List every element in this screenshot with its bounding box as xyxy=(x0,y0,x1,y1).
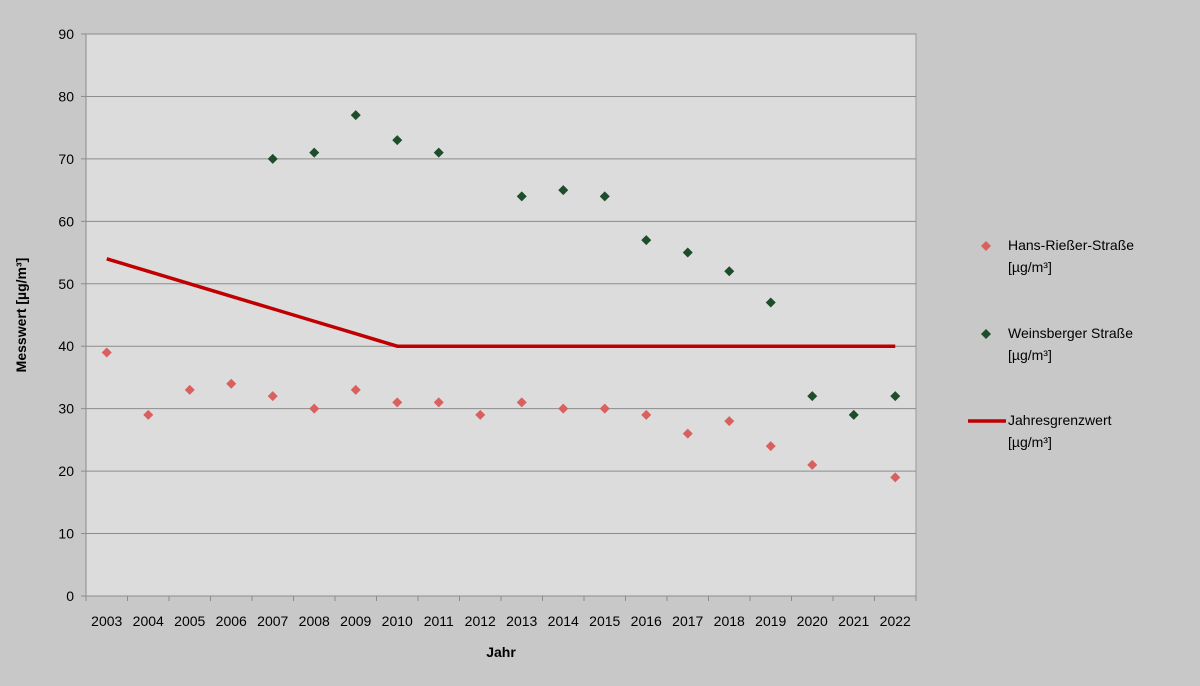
data-point xyxy=(807,459,818,470)
data-point xyxy=(143,409,154,420)
y-tick-label: 20 xyxy=(58,463,74,479)
legend: Hans-Rießer-Straße[µg/m³]Weinsberger Str… xyxy=(968,237,1134,450)
series-line xyxy=(106,257,896,348)
x-axis-title: Jahr xyxy=(486,644,516,660)
data-point xyxy=(724,266,735,277)
data-point xyxy=(475,409,486,420)
data-point xyxy=(433,397,444,408)
x-tick-label: 2015 xyxy=(589,613,620,629)
y-tick-label: 10 xyxy=(58,526,74,542)
data-point xyxy=(309,147,320,158)
data-point xyxy=(558,185,569,196)
x-tick-label: 2014 xyxy=(548,613,579,629)
data-point xyxy=(890,472,901,483)
x-tick-label: 2018 xyxy=(714,613,745,629)
data-point xyxy=(641,235,652,246)
series-jahresgrenzwert xyxy=(106,257,896,348)
x-tick-label: 2017 xyxy=(672,613,703,629)
data-point xyxy=(682,428,693,439)
x-tick-label: 2013 xyxy=(506,613,537,629)
legend-item: Jahresgrenzwert [µg/m³] xyxy=(968,412,1112,450)
data-point xyxy=(807,391,818,402)
legend-label: Hans-Rießer-Straße xyxy=(1008,237,1134,253)
y-tick-label: 60 xyxy=(58,213,74,229)
x-tick-label: 2003 xyxy=(91,613,122,629)
plot-area xyxy=(85,33,917,597)
data-point xyxy=(226,378,237,389)
legend-unit: [µg/m³] xyxy=(1008,259,1052,275)
legend-marker-swatch xyxy=(981,329,991,339)
legend-item: Hans-Rießer-Straße [µg/m³] xyxy=(981,237,1134,275)
data-point xyxy=(101,347,112,358)
data-point xyxy=(392,135,403,146)
series-weinsberger-strasse xyxy=(267,110,901,420)
data-point xyxy=(392,397,403,408)
data-point xyxy=(516,397,527,408)
data-point xyxy=(350,384,361,395)
legend-marker-swatch xyxy=(981,241,991,251)
y-tick-label: 80 xyxy=(58,88,74,104)
data-point xyxy=(641,409,652,420)
x-tick-label: 2016 xyxy=(631,613,662,629)
y-tick-label: 50 xyxy=(58,276,74,292)
data-point xyxy=(267,153,278,164)
legend-label: Jahresgrenzwert xyxy=(1008,412,1112,428)
x-tick-label: 2019 xyxy=(755,613,786,629)
data-point xyxy=(599,403,610,414)
data-point xyxy=(682,247,693,258)
data-point xyxy=(765,441,776,452)
data-point xyxy=(433,147,444,158)
x-axis: 2003 2004 2005 2006 2007 2008 2009 2010 2011 2012… xyxy=(85,595,917,629)
gridlines xyxy=(86,33,916,535)
x-tick-label: 2010 xyxy=(382,613,413,629)
y-tick-label: 30 xyxy=(58,401,74,417)
x-tick-label: 2004 xyxy=(133,613,164,629)
y-tick-label: 70 xyxy=(58,151,74,167)
data-point xyxy=(516,191,527,202)
y-tick-label: 0 xyxy=(66,588,74,604)
y-tick-label: 40 xyxy=(58,338,74,354)
series-layer xyxy=(101,110,901,483)
legend-label: Weinsberger Straße xyxy=(1008,325,1133,341)
x-tick-label: 2005 xyxy=(174,613,205,629)
legend-item: Weinsberger Straße [µg/m³] xyxy=(981,325,1133,363)
x-tick-label: 2008 xyxy=(299,613,330,629)
x-tick-label: 2006 xyxy=(216,613,247,629)
data-point xyxy=(350,110,361,121)
data-point xyxy=(724,416,735,427)
x-tick-label: 2022 xyxy=(880,613,911,629)
y-axis-title: Messwert [µg/m³] xyxy=(13,258,29,373)
data-point xyxy=(309,403,320,414)
data-point xyxy=(890,391,901,402)
data-point xyxy=(184,384,195,395)
x-tick-label: 2012 xyxy=(465,613,496,629)
y-axis: 0 10 20 30 40 50 60 70 80 90 xyxy=(58,26,87,604)
x-tick-label: 2021 xyxy=(838,613,869,629)
legend-unit: [µg/m³] xyxy=(1008,434,1052,450)
x-tick-label: 2011 xyxy=(424,613,454,629)
data-point xyxy=(765,297,776,308)
data-point xyxy=(267,391,278,402)
legend-unit: [µg/m³] xyxy=(1008,347,1052,363)
y-tick-label: 90 xyxy=(58,26,74,42)
data-point xyxy=(848,409,859,420)
data-point xyxy=(558,403,569,414)
series-hans-riesser-strasse xyxy=(101,347,901,483)
data-point xyxy=(599,191,610,202)
x-tick-label: 2009 xyxy=(340,613,371,629)
x-tick-label: 2020 xyxy=(797,613,828,629)
x-tick-label: 2007 xyxy=(257,613,288,629)
